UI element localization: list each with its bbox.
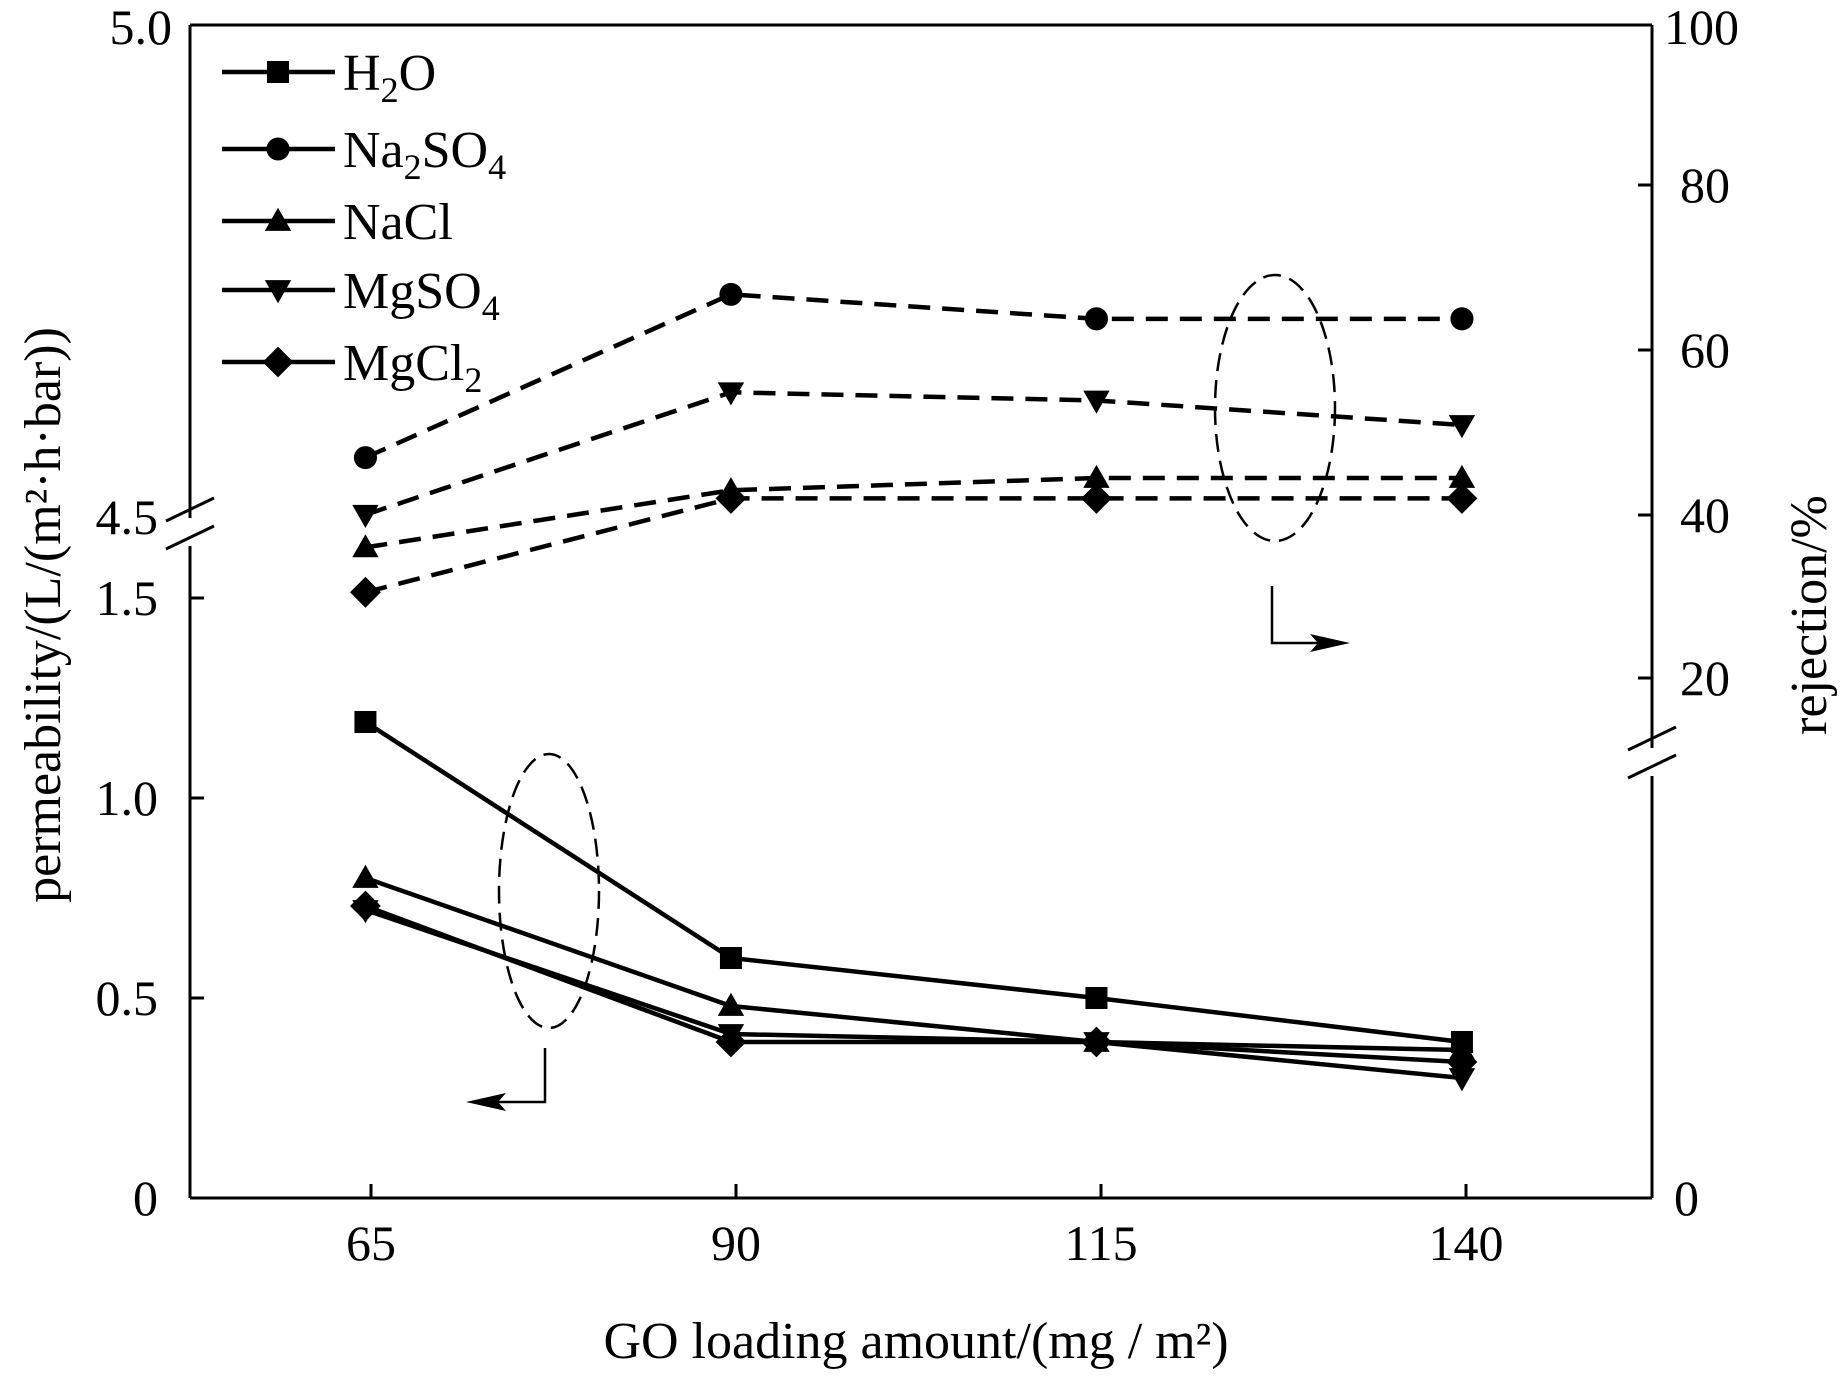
permeability-group-ellipse	[497, 752, 601, 1030]
permeability-point-mgcl2	[1081, 1026, 1112, 1058]
permeability-point-mgcl2	[715, 1026, 747, 1058]
rejection-point-na2so4	[719, 282, 743, 306]
legend-item: MgSO4	[222, 263, 500, 328]
rejection-series-mgcl2	[350, 483, 1478, 608]
left-tick-label: 0.5	[96, 970, 159, 1026]
legend-marker	[264, 280, 292, 304]
series-layer	[350, 282, 1478, 1092]
rejection-series-na2so4	[353, 282, 1474, 470]
right-break-mark-2	[1627, 753, 1677, 780]
permeability-point-h2o	[354, 711, 377, 733]
legend-label: MgCl2	[343, 335, 482, 400]
rejection-point-na2so4	[1450, 307, 1474, 331]
rejection-line-mgcl2	[364, 496, 1462, 595]
rejection-point-nacl	[1448, 464, 1476, 488]
rejection-point-mgso4	[717, 382, 745, 406]
permeability-axis-arrow	[478, 1048, 547, 1104]
rejection-series-nacl	[352, 464, 1476, 558]
legend-item: NaCl	[222, 194, 453, 251]
rejection-line-mgso4	[364, 390, 1463, 517]
rejection-point-nacl	[352, 534, 379, 558]
permeability-point-nacl	[352, 864, 379, 888]
legend-marker	[264, 207, 292, 231]
legend-label: Na2SO4	[343, 122, 506, 187]
rejection-line-nacl	[365, 475, 1462, 550]
axes-frame	[165, 23, 1677, 1200]
permeability-point-mgcl2	[350, 890, 381, 922]
permeability-point-h2o	[719, 947, 742, 969]
right-tick-label: 0	[1674, 1170, 1699, 1226]
legend-label: NaCl	[343, 194, 453, 251]
permeability-point-h2o	[1085, 987, 1108, 1009]
rejection-point-na2so4	[353, 446, 377, 470]
rejection-axis-arrowhead	[1310, 634, 1350, 652]
legend-item: MgCl2	[222, 335, 482, 400]
ticks	[190, 183, 1652, 1198]
permeability-point-nacl	[717, 992, 745, 1016]
rejection-axis-arrow	[1270, 586, 1340, 645]
rejection-point-mgcl2	[1081, 483, 1112, 514]
rejection-point-mgcl2	[350, 576, 381, 608]
rejection-point-nacl	[1083, 464, 1110, 488]
right-axis-title: rejection/%	[1781, 495, 1838, 735]
left-tick-label: 5.0	[110, 0, 173, 55]
permeability-point-mgso4	[1448, 1068, 1476, 1092]
left-tick-labels: 0 0.5 1.0 1.5 4.5 5.0	[96, 0, 173, 1226]
legend-label: H2O	[343, 45, 436, 110]
permeability-series-mgso4	[352, 900, 1476, 1092]
permeability-series-h2o	[354, 711, 1473, 1053]
legend: H2O Na2SO4 NaCl MgSO4 MgCl2	[222, 45, 506, 400]
left-tick-label: 1.0	[96, 770, 159, 826]
legend-marker	[262, 346, 294, 378]
rejection-point-mgcl2	[1446, 483, 1478, 514]
permeability-line-mgcl2	[364, 903, 1463, 1065]
right-tick-label: 100	[1664, 0, 1739, 55]
x-tick-label: 115	[1064, 1215, 1137, 1271]
rejection-series-mgso4	[352, 382, 1476, 528]
permeability-series-mgcl2	[350, 890, 1478, 1078]
x-tick-label: 90	[711, 1215, 761, 1271]
legend-marker	[266, 137, 290, 161]
left-tick-label: 4.5	[96, 489, 159, 545]
rejection-point-mgso4	[352, 504, 379, 528]
right-tick-label: 80	[1680, 157, 1730, 213]
annotations	[466, 273, 1350, 1111]
right-tick-label: 20	[1680, 650, 1730, 706]
right-tick-labels: 100 80 60 40 20 0	[1664, 0, 1739, 1226]
permeability-line-h2o	[364, 720, 1463, 1045]
left-axis-title: permeability/(L/(m²·h·bar))	[15, 327, 72, 903]
left-tick-label: 1.5	[96, 570, 159, 626]
permeability-point-mgcl2	[1446, 1046, 1478, 1078]
right-tick-label: 60	[1680, 322, 1730, 378]
x-tick-label: 65	[346, 1215, 396, 1271]
legend-label: MgSO4	[343, 263, 500, 328]
right-break-mark-1	[1627, 725, 1677, 752]
rejection-point-na2so4	[1084, 307, 1108, 331]
legend-item: H2O	[222, 45, 436, 110]
rejection-point-mgcl2	[715, 483, 747, 514]
legend-item: Na2SO4	[222, 122, 506, 187]
left-tick-label: 0	[133, 1170, 158, 1226]
left-break-mark-1	[165, 496, 215, 523]
x-axis-title: GO loading amount/(mg / m²)	[603, 1313, 1228, 1370]
x-tick-labels: 65 90 115 140	[346, 1215, 1504, 1271]
x-tick-label: 140	[1429, 1215, 1504, 1271]
rejection-line-na2so4	[364, 292, 1462, 460]
left-break-mark-2	[165, 524, 215, 551]
rejection-point-mgso4	[1448, 415, 1476, 439]
right-tick-label: 40	[1680, 487, 1730, 543]
rejection-point-mgso4	[1083, 390, 1110, 414]
legend-marker	[267, 61, 289, 83]
permeability-axis-arrowhead	[466, 1093, 506, 1111]
permeability-line-nacl	[364, 875, 1462, 1053]
